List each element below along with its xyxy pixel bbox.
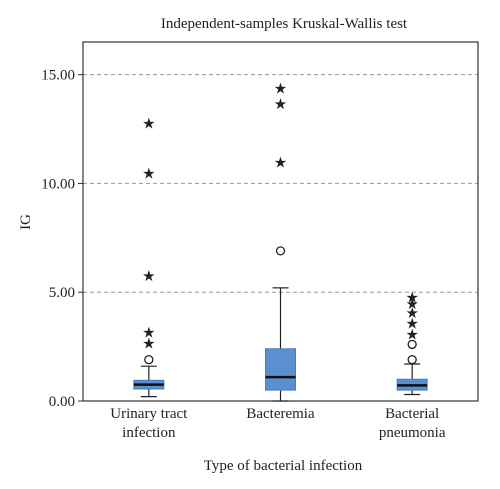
extreme-point: ★ — [405, 326, 418, 344]
x-category-label-line: infection — [122, 425, 176, 441]
extreme-point: ★ — [405, 289, 418, 307]
y-axis-title: IG — [18, 214, 34, 230]
x-category-label: Bacteremia — [246, 406, 315, 422]
x-axis-title: Type of bacterial infection — [204, 458, 363, 474]
iqr-box — [265, 348, 296, 391]
y-tick-label: 15.00 — [41, 68, 75, 84]
extreme-point: ★ — [142, 165, 155, 183]
outlier-point — [275, 246, 286, 256]
x-category-label-line: Bacterial — [385, 406, 439, 422]
y-tick-label: 0.00 — [49, 394, 75, 410]
x-axis-categories: Urinary tract infection Bacteremia Bacteria… — [110, 406, 446, 441]
y-tick-label: 5.00 — [49, 285, 75, 301]
extreme-point: ★ — [142, 267, 155, 285]
extreme-point: ★ — [142, 334, 155, 352]
x-category-label-line: Urinary tract — [110, 406, 188, 422]
x-category-label: Bacterial pneumonia — [379, 406, 446, 441]
extreme-point: ★ — [405, 304, 418, 322]
outlier-point — [407, 339, 417, 350]
extreme-point: ★ — [142, 323, 155, 341]
extreme-point: ★ — [274, 95, 287, 113]
outlier-point — [144, 355, 154, 365]
outlier-point — [407, 355, 417, 365]
box-group: ★★★ — [265, 80, 296, 402]
extreme-point: ★ — [274, 154, 287, 172]
box-group: ★★★★★ — [133, 115, 165, 398]
extreme-point: ★ — [274, 80, 287, 98]
x-category-label-line: pneumonia — [379, 425, 446, 441]
boxes: ★★★★★★★★★★★★★ — [133, 80, 428, 402]
extreme-point: ★ — [405, 315, 418, 333]
extreme-point: ★ — [405, 295, 418, 313]
x-category-label: Urinary tract infection — [110, 406, 188, 441]
y-tick-label: 10.00 — [41, 176, 75, 192]
y-axis-ticks: 0.00 5.00 10.00 15.00 — [41, 68, 83, 410]
chart-title: Independent-samples Kruskal-Wallis test — [161, 16, 408, 32]
box-group: ★★★★★ — [396, 289, 428, 396]
x-category-label-line: Bacteremia — [246, 406, 315, 422]
extreme-point: ★ — [142, 115, 155, 133]
